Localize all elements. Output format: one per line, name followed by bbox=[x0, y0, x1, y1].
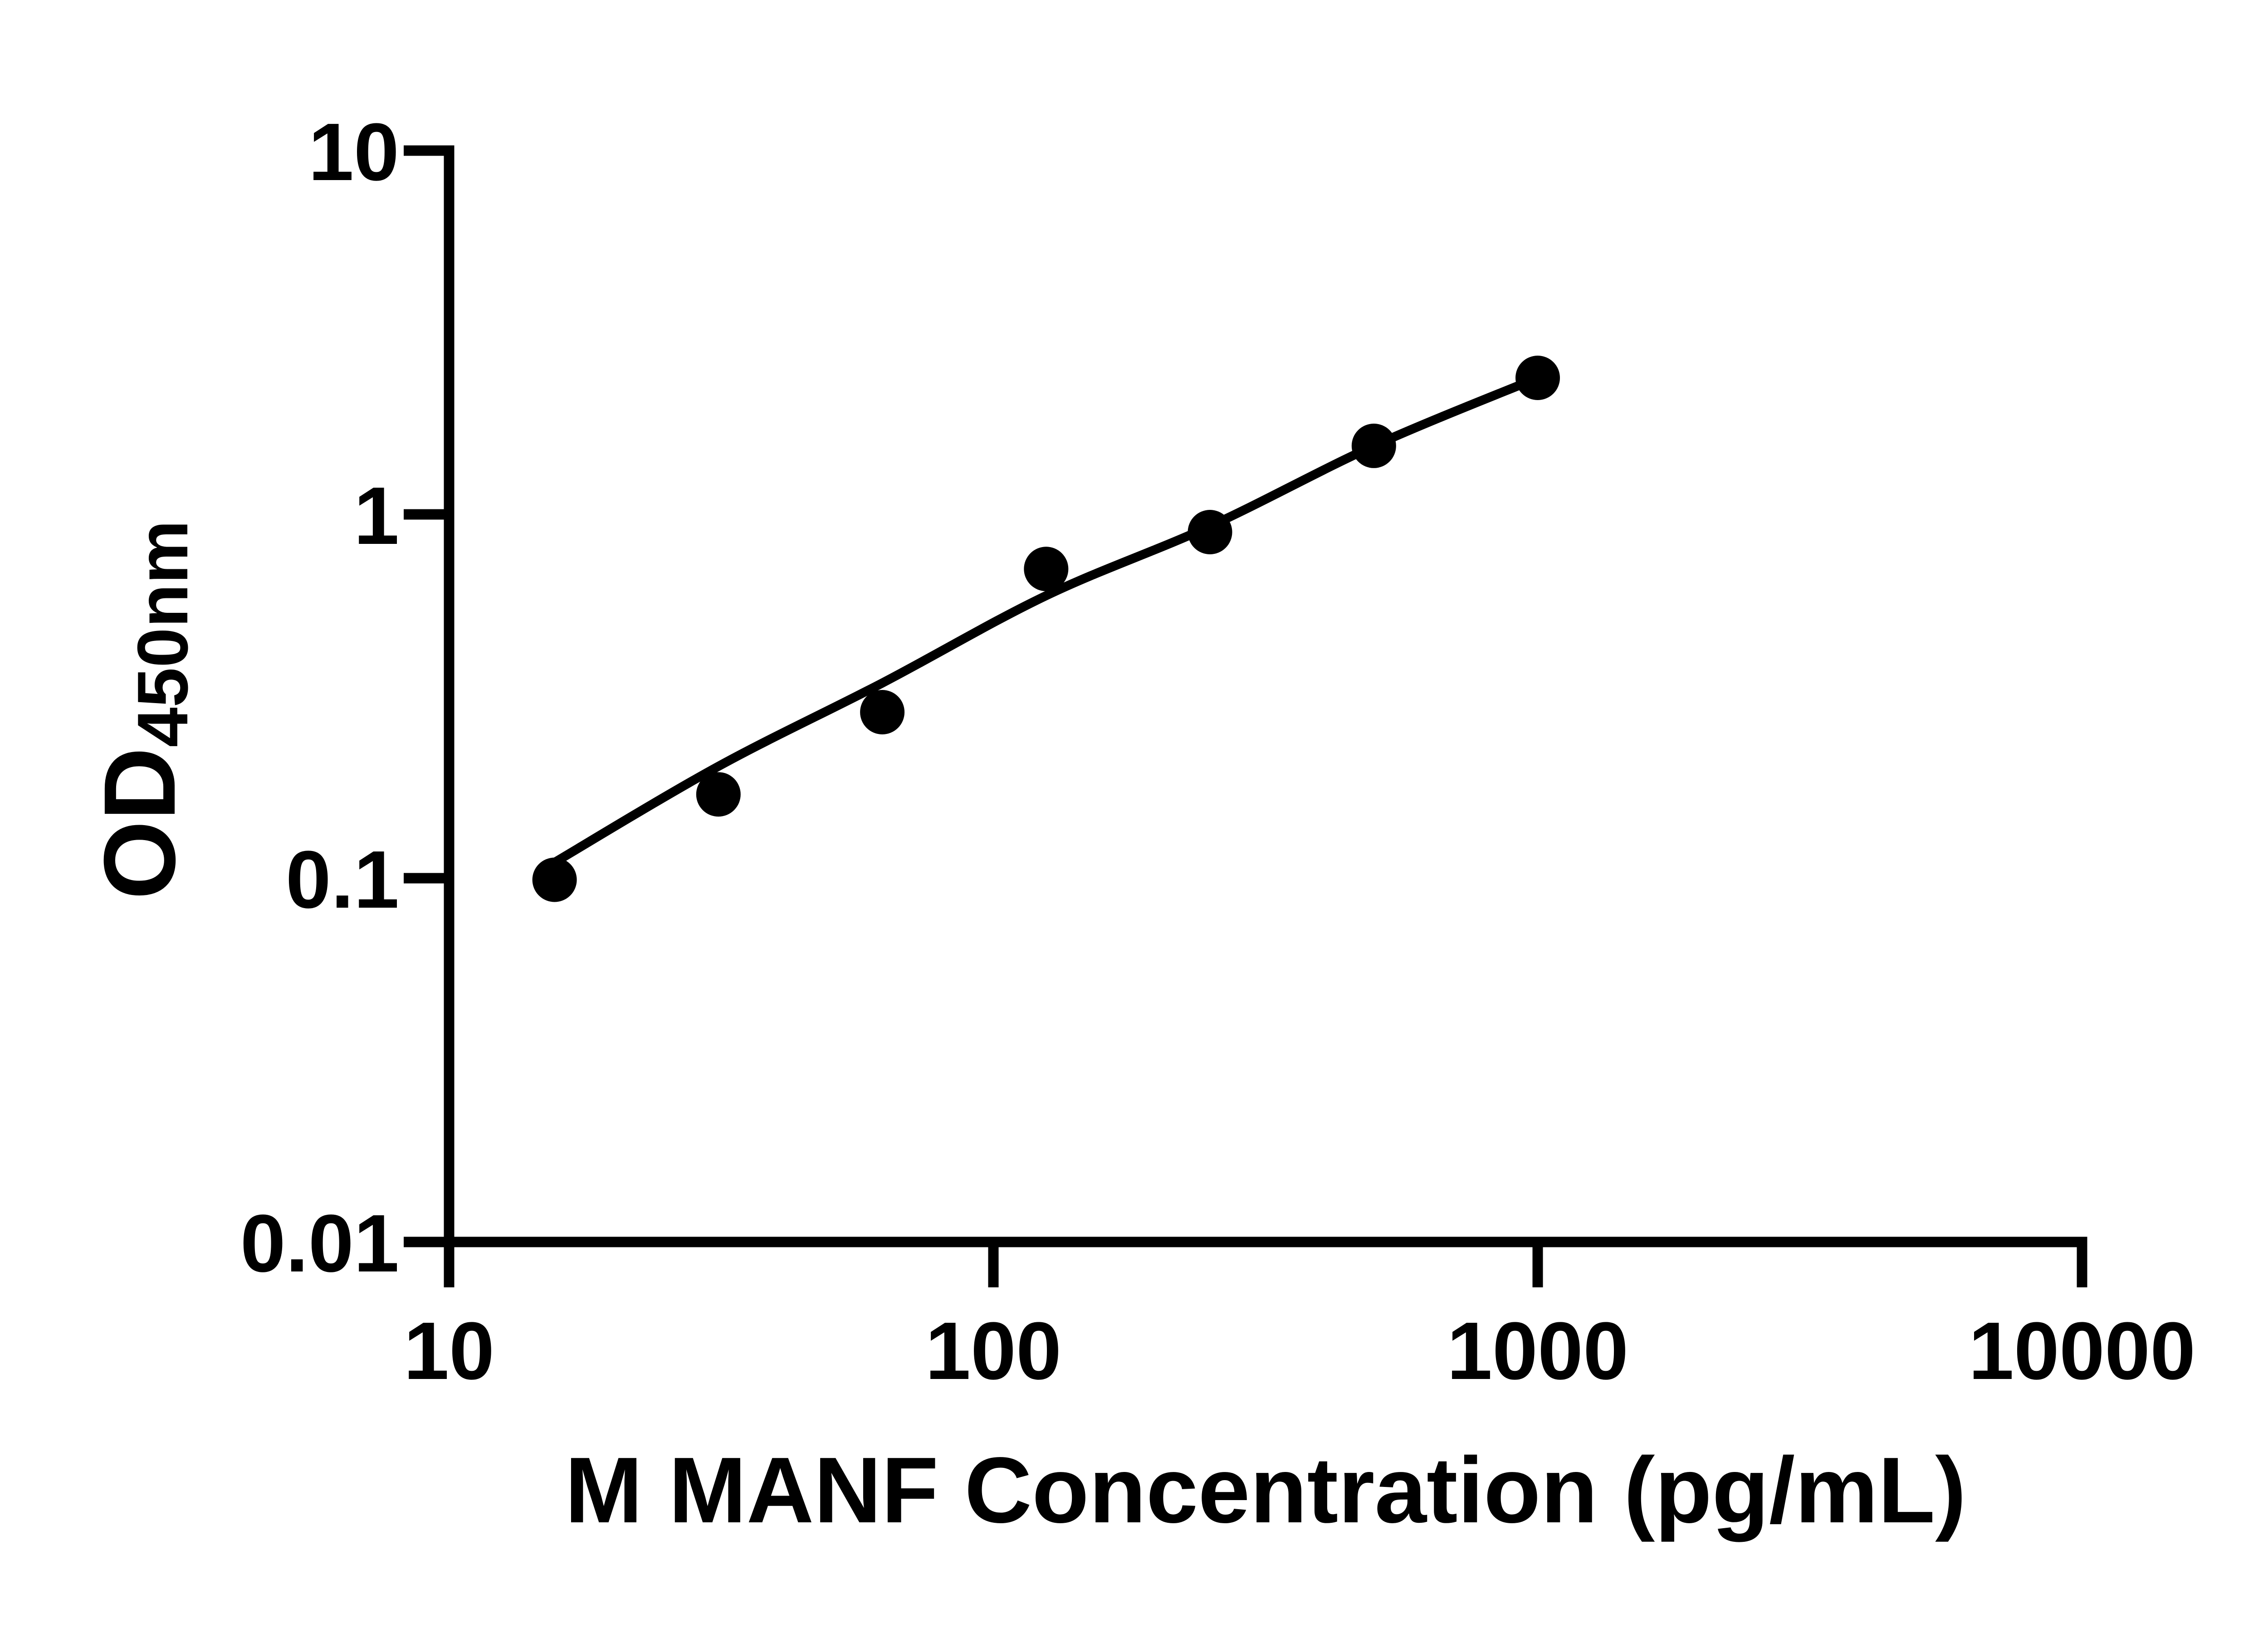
axis-tick-labels: 10 100 1000 10000 10 1 0.1 0.01 bbox=[240, 107, 2196, 1397]
plot-area bbox=[532, 356, 1560, 902]
y-tick-label: 0.01 bbox=[240, 1198, 399, 1289]
x-tick-label: 10 bbox=[404, 1305, 494, 1397]
data-point bbox=[1188, 510, 1232, 554]
x-tick-label: 10000 bbox=[1969, 1305, 2196, 1397]
y-axis-title-main: OD bbox=[83, 747, 196, 900]
x-tick-label: 1000 bbox=[1447, 1305, 1628, 1397]
y-axis-title-subscript: 450nm bbox=[123, 520, 203, 748]
y-tick-label: 1 bbox=[354, 470, 399, 562]
x-axis-title: M MANF Concentration (pg/mL) bbox=[565, 1438, 1966, 1542]
data-point bbox=[532, 857, 577, 902]
data-point bbox=[1351, 423, 1396, 468]
axis-ticks bbox=[404, 145, 2087, 1287]
x-tick-label: 100 bbox=[925, 1305, 1061, 1397]
data-point bbox=[860, 690, 905, 734]
y-axis-title: OD450nm bbox=[83, 520, 203, 900]
y-tick-label: 0.1 bbox=[286, 834, 399, 925]
axes bbox=[444, 145, 2087, 1247]
data-point bbox=[696, 772, 741, 817]
data-point bbox=[1024, 547, 1069, 592]
y-tick-label: 10 bbox=[308, 107, 399, 198]
data-point bbox=[1515, 356, 1560, 400]
